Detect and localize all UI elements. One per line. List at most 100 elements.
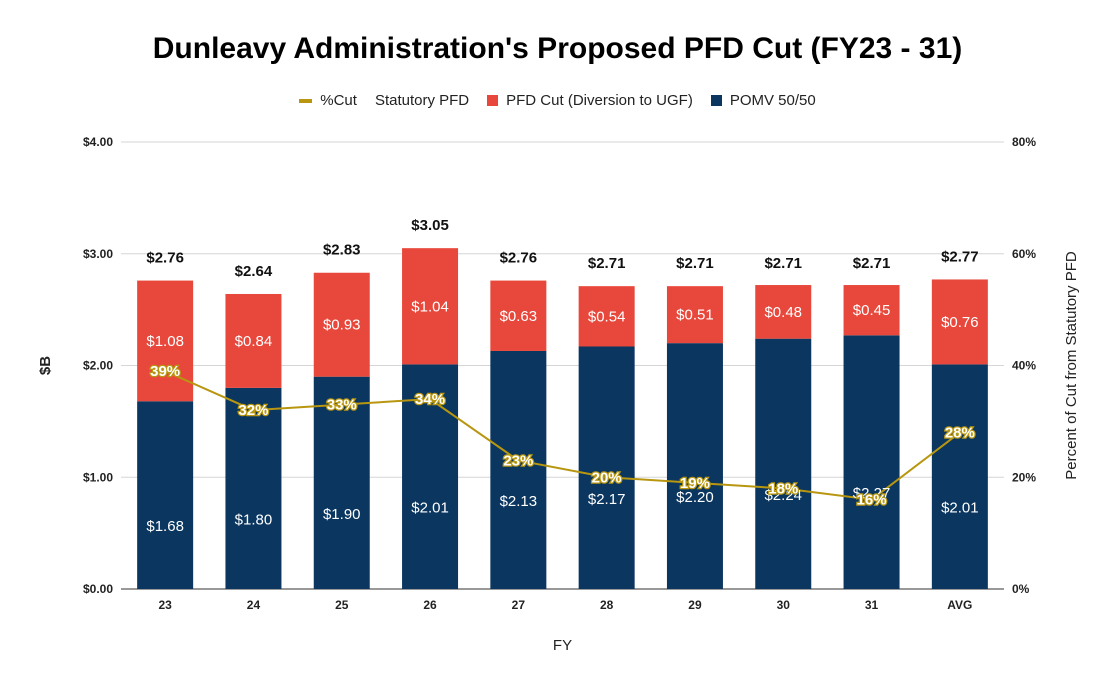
legend-item-pct-cut[interactable]: %Cut bbox=[299, 92, 357, 109]
data-label-pomv: $2.13 bbox=[500, 493, 538, 510]
legend-label-pct-cut: %Cut bbox=[320, 92, 357, 109]
data-label-pct-cut: 33% bbox=[327, 397, 357, 414]
legend-swatch-pomv bbox=[710, 95, 722, 106]
data-label-pomv: $1.90 bbox=[323, 506, 361, 523]
y2-tick-label: 0% bbox=[1012, 582, 1030, 596]
bar-pfd-cut bbox=[313, 272, 370, 377]
bar-pfd-cut bbox=[666, 286, 723, 344]
bar-pfd-cut bbox=[402, 248, 459, 365]
data-label-pomv: $2.24 bbox=[764, 487, 802, 504]
data-label-pomv: $2.20 bbox=[676, 489, 714, 506]
pct-cut-point bbox=[162, 368, 168, 374]
chart-title: Dunleavy Administration's Proposed PFD C… bbox=[152, 32, 963, 65]
y2-tick-label: 60% bbox=[1012, 247, 1036, 261]
x-tick-label: AVG bbox=[947, 598, 972, 612]
bar-pfd-cut bbox=[931, 279, 988, 365]
data-label-statutory-pfd: $2.71 bbox=[853, 255, 891, 272]
data-label-pfd-cut: $0.48 bbox=[764, 304, 802, 321]
bar-pomv bbox=[402, 364, 459, 589]
pct-cut-line bbox=[164, 370, 961, 501]
bar-pomv bbox=[225, 387, 282, 589]
y-axis-title: $B bbox=[37, 356, 54, 375]
data-label-pct-cut: 18% bbox=[768, 480, 798, 497]
legend-item-statutory-pfd[interactable]: Statutory PFD bbox=[375, 92, 469, 109]
data-label-pfd-cut: $0.63 bbox=[500, 308, 538, 325]
bar-pomv bbox=[843, 335, 900, 589]
x-tick-label: 25 bbox=[335, 598, 349, 612]
pct-cut-point bbox=[339, 402, 345, 408]
data-label-pct-cut: 20% bbox=[592, 469, 622, 486]
y-tick-label: $1.00 bbox=[83, 470, 113, 484]
pct-cut-point bbox=[250, 407, 256, 413]
data-label-pomv: $2.01 bbox=[941, 500, 979, 517]
bar-pfd-cut bbox=[578, 286, 635, 347]
x-axis-title: FY bbox=[553, 637, 572, 654]
bar-pomv bbox=[137, 401, 194, 589]
x-tick-label: 31 bbox=[865, 598, 879, 612]
data-label-pomv: $1.80 bbox=[235, 511, 273, 528]
data-label-statutory-pfd: $3.05 bbox=[411, 217, 449, 234]
legend: %Cut Statutory PFD PFD Cut (Diversion to… bbox=[0, 92, 1115, 109]
x-tick-label: 26 bbox=[423, 598, 437, 612]
pct-cut-point bbox=[957, 430, 963, 436]
data-label-pfd-cut: $0.45 bbox=[853, 302, 891, 319]
data-label-statutory-pfd: $2.76 bbox=[500, 250, 538, 267]
pct-cut-point bbox=[604, 474, 610, 480]
bar-pomv bbox=[313, 376, 370, 589]
data-label-pfd-cut: $0.93 bbox=[323, 317, 361, 334]
data-label-pfd-cut: $0.76 bbox=[941, 314, 979, 331]
data-label-pfd-cut: $0.51 bbox=[676, 307, 714, 324]
pct-cut-point bbox=[780, 485, 786, 491]
legend-label-pomv: POMV 50/50 bbox=[729, 92, 816, 109]
data-label-pomv: $2.27 bbox=[853, 485, 891, 502]
legend-swatch-pfd-cut bbox=[487, 95, 499, 106]
data-label-statutory-pfd: $2.71 bbox=[588, 255, 626, 272]
data-label-pomv: $1.68 bbox=[146, 518, 184, 535]
bar-pomv bbox=[490, 350, 547, 589]
bar-pfd-cut bbox=[843, 285, 900, 336]
data-label-statutory-pfd: $2.71 bbox=[764, 255, 802, 272]
x-tick-label: 29 bbox=[688, 598, 702, 612]
data-label-pct-cut: 28% bbox=[945, 425, 975, 442]
pct-cut-point bbox=[869, 497, 875, 503]
data-label-statutory-pfd: $2.71 bbox=[676, 255, 714, 272]
x-tick-label: 28 bbox=[600, 598, 614, 612]
data-label-pomv: $2.01 bbox=[411, 500, 449, 517]
data-label-statutory-pfd: $2.83 bbox=[323, 242, 361, 259]
data-label-statutory-pfd: $2.64 bbox=[235, 263, 273, 280]
data-label-statutory-pfd: $2.76 bbox=[146, 250, 184, 267]
data-label-pfd-cut: $1.04 bbox=[411, 298, 449, 315]
y2-tick-label: 40% bbox=[1012, 359, 1036, 373]
data-label-statutory-pfd: $2.77 bbox=[941, 248, 979, 265]
y-tick-label: $0.00 bbox=[83, 582, 113, 596]
data-label-pct-cut: 39% bbox=[150, 363, 180, 380]
data-label-pct-cut: 19% bbox=[680, 475, 710, 492]
data-label-pfd-cut: $1.08 bbox=[146, 333, 184, 350]
bar-pomv bbox=[931, 364, 988, 589]
legend-item-pfd-cut[interactable]: PFD Cut (Diversion to UGF) bbox=[487, 92, 693, 109]
data-label-pct-cut: 23% bbox=[503, 452, 533, 469]
bar-pomv bbox=[755, 338, 812, 589]
legend-item-pomv[interactable]: POMV 50/50 bbox=[710, 92, 816, 109]
data-label-pct-cut: 34% bbox=[415, 391, 445, 408]
y2-tick-label: 80% bbox=[1012, 135, 1036, 149]
data-label-pomv: $2.17 bbox=[588, 491, 626, 508]
bar-pomv bbox=[578, 346, 635, 589]
bar-pfd-cut bbox=[137, 280, 194, 402]
data-label-pfd-cut: $0.84 bbox=[235, 333, 273, 350]
legend-label-statutory-pfd: Statutory PFD bbox=[374, 92, 470, 109]
data-label-pct-cut: 32% bbox=[238, 402, 268, 419]
x-tick-label: 24 bbox=[247, 598, 261, 612]
pct-cut-point bbox=[427, 396, 433, 402]
y2-tick-label: 20% bbox=[1012, 470, 1036, 484]
x-tick-label: 27 bbox=[512, 598, 526, 612]
bar-pfd-cut bbox=[490, 280, 547, 351]
data-label-pfd-cut: $0.54 bbox=[588, 308, 626, 325]
y-tick-label: $2.00 bbox=[83, 359, 113, 373]
bar-pfd-cut bbox=[755, 285, 812, 339]
data-label-pct-cut: 16% bbox=[857, 492, 887, 509]
y-tick-label: $4.00 bbox=[83, 135, 113, 149]
x-tick-label: 23 bbox=[158, 598, 172, 612]
